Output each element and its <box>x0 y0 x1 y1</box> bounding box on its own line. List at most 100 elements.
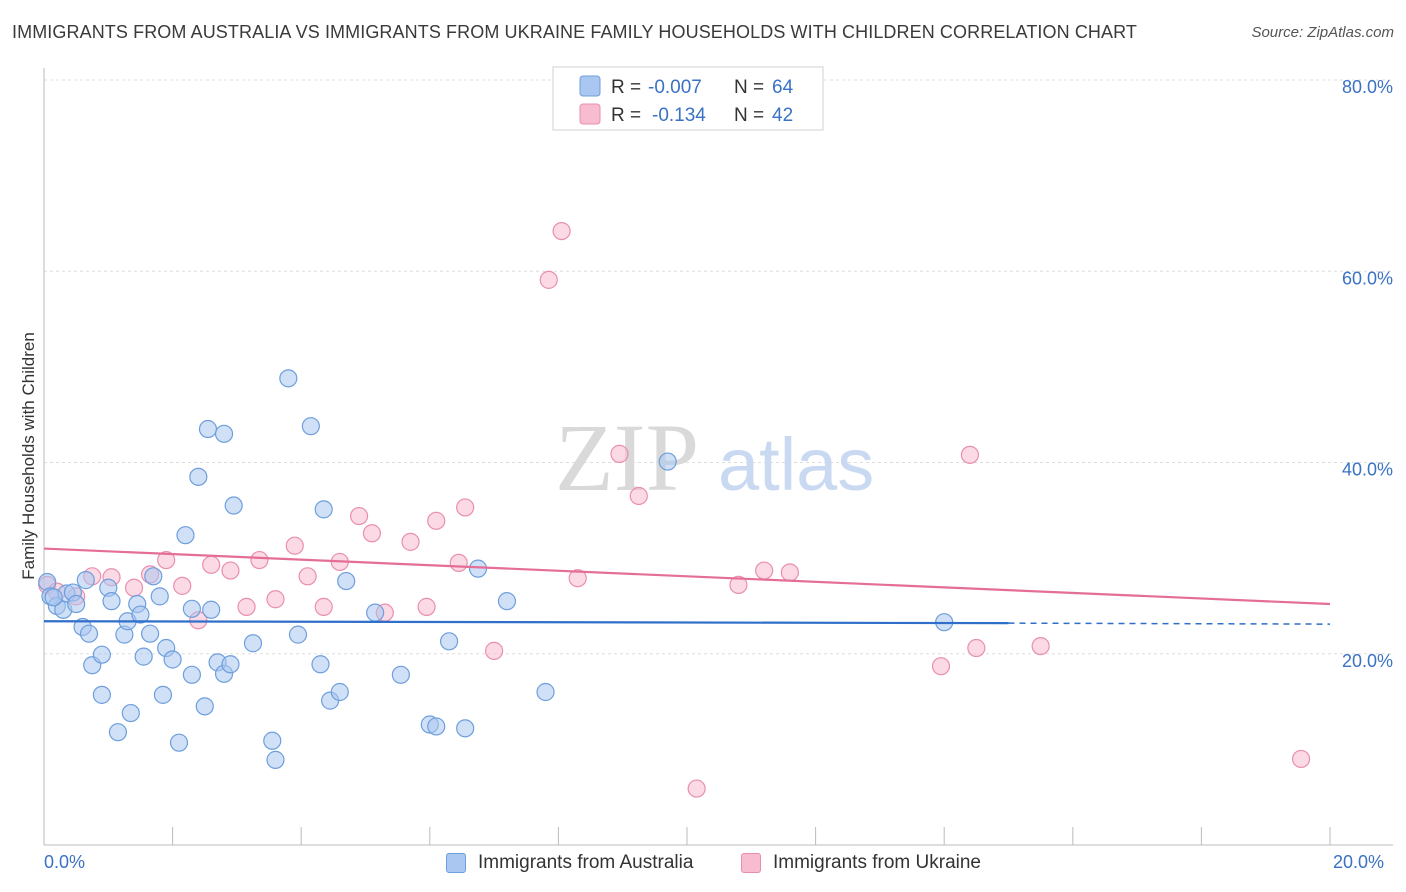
ukraine-point-13 <box>250 550 269 570</box>
legend-swatch-australia <box>579 75 601 97</box>
australia-point-34 <box>202 600 221 619</box>
ukraine-point-8 <box>173 576 192 595</box>
ukraine-points <box>38 221 1311 798</box>
australia-point-27 <box>169 733 189 752</box>
legend-swatch-ukraine-bottom <box>741 853 761 873</box>
ukraine-point-34 <box>729 575 748 595</box>
ukraine-point-35 <box>755 561 774 580</box>
australia-trend-line <box>43 620 1009 625</box>
trend-lines <box>43 547 1331 625</box>
ukraine-point-36 <box>780 563 799 582</box>
ukraine-point-20 <box>362 524 382 543</box>
ukraine-point-32 <box>629 486 648 506</box>
australia-point-47 <box>314 500 333 519</box>
ukraine-point-16 <box>298 567 317 586</box>
legend-r-value-australia: -0.007 <box>648 77 702 98</box>
australia-point-30 <box>182 665 201 684</box>
ukraine-point-39 <box>967 638 986 658</box>
ukraine-trend-line <box>43 547 1331 606</box>
australia-point-58 <box>497 592 517 611</box>
australia-point-44 <box>288 625 308 644</box>
australia-point-7 <box>79 624 99 643</box>
x-axis-max-label: 20.0% <box>1333 852 1385 872</box>
ukraine-point-11 <box>221 561 240 580</box>
axes <box>43 68 1393 846</box>
ukraine-point-26 <box>456 498 475 517</box>
ukraine-point-41 <box>1291 749 1311 769</box>
australia-point-51 <box>366 603 385 622</box>
ukraine-point-31 <box>610 444 629 463</box>
australia-point-17 <box>121 703 140 723</box>
ukraine-point-17 <box>314 597 333 616</box>
chart-title: IMMIGRANTS FROM AUSTRALIA VS IMMIGRANTS … <box>12 22 1137 42</box>
legend-r-value-ukraine: -0.134 <box>652 105 706 126</box>
australia-point-63 <box>67 594 86 614</box>
legend-n-label-ukraine: N = <box>734 105 764 126</box>
y-tick-label-40: 40.0% <box>1342 460 1393 480</box>
ukraine-point-19 <box>349 506 369 526</box>
australia-point-21 <box>140 624 160 643</box>
australia-point-24 <box>153 685 173 704</box>
australia-point-13 <box>92 685 111 704</box>
legend-swatch-ukraine <box>579 103 601 125</box>
australia-point-40 <box>243 634 263 653</box>
australia-point-55 <box>439 632 459 651</box>
watermark-atlas: atlas <box>718 423 874 506</box>
stats-legend: R = -0.007 N = 64 R = -0.134 N = 42 <box>552 66 824 131</box>
y-tick-label-60: 60.0% <box>1342 268 1393 288</box>
australia-point-62 <box>44 588 63 607</box>
australia-point-57 <box>468 559 488 578</box>
legend-n-value-ukraine: 42 <box>772 105 793 126</box>
legend-label-ukraine: Immigrants from Ukraine <box>773 852 981 873</box>
ukraine-point-23 <box>417 597 436 616</box>
legend-r-label-ukraine: R = <box>611 105 641 126</box>
australia-point-50 <box>337 571 356 591</box>
legend-n-value-australia: 64 <box>772 77 794 98</box>
ukraine-point-37 <box>931 657 951 676</box>
australia-point-60 <box>658 452 677 471</box>
australia-point-26 <box>163 650 182 669</box>
y-tick-label-80: 80.0% <box>1342 77 1393 97</box>
legend-swatch-australia-bottom <box>446 853 466 873</box>
source-label: Source: ZipAtlas.com <box>1251 24 1394 41</box>
australia-point-43 <box>279 369 298 388</box>
australia-point-42 <box>266 750 285 769</box>
australia-point-56 <box>456 719 475 738</box>
australia-point-20 <box>134 647 153 666</box>
legend-n-label-australia: N = <box>734 77 764 98</box>
australia-point-54 <box>427 717 446 736</box>
ukraine-point-38 <box>960 445 980 464</box>
australia-point-39 <box>224 496 243 515</box>
ukraine-point-33 <box>687 779 706 798</box>
australia-point-29 <box>182 599 201 618</box>
bottom-legend: Immigrants from Australia Immigrants fro… <box>0 850 1406 880</box>
australia-point-32 <box>195 697 214 716</box>
ukraine-point-28 <box>539 270 558 289</box>
ukraine-point-25 <box>449 553 468 573</box>
ukraine-point-30 <box>568 569 587 588</box>
ukraine-point-5 <box>124 578 144 597</box>
australia-point-37 <box>214 424 234 443</box>
legend-item-australia[interactable]: Immigrants from Australia <box>446 852 693 874</box>
ukraine-point-24 <box>427 511 446 530</box>
y-tick-label-20: 20.0% <box>1342 651 1393 671</box>
grid-lines <box>44 79 1393 655</box>
ukraine-point-15 <box>285 536 304 555</box>
australia-point-38 <box>221 655 240 674</box>
australia-point-23 <box>150 587 169 606</box>
australia-point-12 <box>102 592 121 611</box>
australia-point-45 <box>301 417 320 436</box>
legend-r-label-australia: R = <box>611 77 641 98</box>
x-axis-min-label: 0.0% <box>44 852 86 872</box>
ukraine-point-29 <box>552 221 571 241</box>
ukraine-point-7 <box>157 550 176 570</box>
australia-point-10 <box>76 571 95 590</box>
ukraine-point-12 <box>237 597 256 616</box>
ukraine-point-22 <box>401 532 420 551</box>
ukraine-point-14 <box>266 590 285 609</box>
y-tick-labels: 20.0% 40.0% 60.0% 80.0% <box>1342 77 1393 671</box>
australia-point-59 <box>536 682 555 702</box>
y-axis-label: Family Households with Children <box>19 332 38 580</box>
legend-item-ukraine[interactable]: Immigrants from Ukraine <box>741 852 981 874</box>
